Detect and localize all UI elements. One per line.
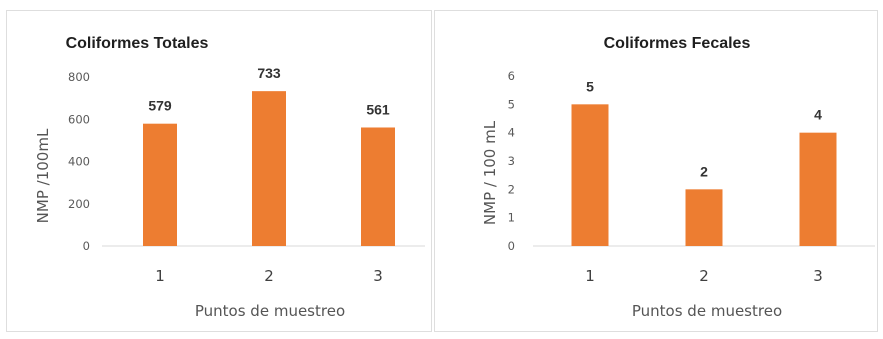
data-label: 2	[700, 163, 708, 179]
y-tick-label: 400	[68, 155, 90, 169]
x-tick-label: 3	[813, 267, 823, 285]
x-tick-label: 1	[155, 267, 165, 285]
data-label: 561	[366, 101, 390, 117]
data-label: 5	[586, 78, 594, 94]
y-tick-label: 2	[508, 182, 515, 196]
y-tick-label: 0	[83, 239, 90, 253]
y-axis-label: NMP /100mL	[34, 128, 52, 223]
x-tick-label: 3	[373, 267, 383, 285]
x-tick-label: 1	[585, 267, 595, 285]
data-label: 4	[814, 107, 822, 123]
chart-panel-totales: Coliformes Totales NMP /100mL Puntos de …	[6, 10, 432, 332]
bar-2	[685, 189, 723, 246]
bar-1	[143, 123, 177, 246]
y-tick-label: 3	[508, 154, 515, 168]
bar-3	[799, 132, 837, 246]
x-tick-label: 2	[699, 267, 709, 285]
y-axis-label: NMP / 100 mL	[481, 120, 499, 225]
chart-fecales: Coliformes Fecales NMP / 100 mL Puntos d…	[481, 35, 875, 320]
chart-panel-fecales: Coliformes Fecales NMP / 100 mL Puntos d…	[434, 10, 878, 332]
y-tick-label: 4	[508, 126, 515, 140]
y-tick-label: 200	[68, 197, 90, 211]
chart-title: Coliformes Totales	[66, 35, 209, 52]
bar-2	[252, 91, 286, 246]
y-tick-label: 6	[508, 69, 515, 83]
data-label: 579	[148, 98, 172, 114]
bar-3	[361, 127, 395, 246]
chart-totales: Coliformes Totales NMP /100mL Puntos de …	[34, 35, 425, 320]
x-axis-label: Puntos de muestreo	[195, 302, 345, 320]
chart-title: Coliformes Fecales	[604, 35, 751, 52]
y-tick-label: 0	[508, 239, 515, 253]
x-axis-label: Puntos de muestreo	[632, 302, 782, 320]
data-label: 733	[257, 65, 281, 81]
y-tick-label: 600	[68, 112, 90, 126]
y-tick-label: 800	[68, 70, 90, 84]
y-tick-label: 5	[508, 97, 515, 111]
bar-1	[571, 104, 609, 246]
x-tick-label: 2	[264, 267, 274, 285]
y-tick-label: 1	[508, 211, 515, 225]
